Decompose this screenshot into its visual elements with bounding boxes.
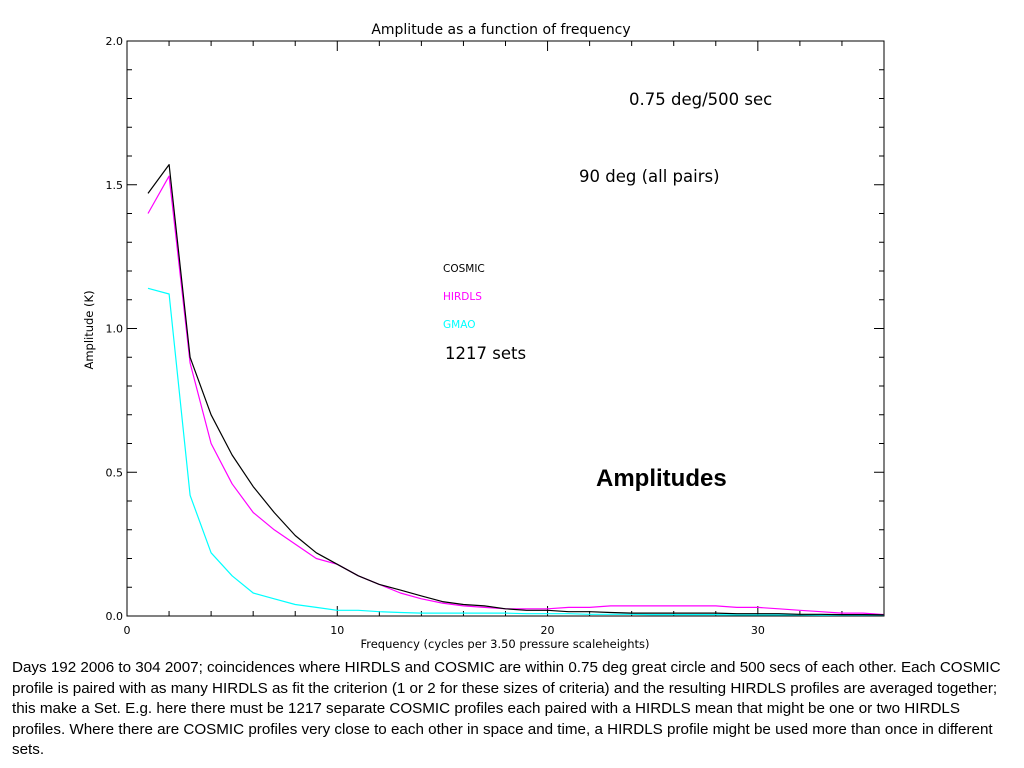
y-axis-label: Amplitude (K) xyxy=(82,290,96,369)
x-axis-label: Frequency (cycles per 3.50 pressure scal… xyxy=(360,637,649,651)
plot-frame xyxy=(126,40,885,617)
x-tick-label: 20 xyxy=(541,624,555,637)
legend-entry-hirdls: HIRDLS xyxy=(443,291,482,303)
series-line-cosmic xyxy=(147,164,885,616)
series-line-hirdls xyxy=(147,175,885,616)
chart-title: Amplitude as a function of frequency xyxy=(371,22,630,38)
y-tick-label: 2.0 xyxy=(106,35,124,48)
x-tick-label: 0 xyxy=(124,624,131,637)
figure-caption: Days 192 2006 to 304 2007; coincidences … xyxy=(12,659,1001,759)
y-tick-label: 1.0 xyxy=(106,323,124,336)
legend-entry-gmao: GMAO xyxy=(443,319,475,331)
x-tick-label: 30 xyxy=(751,624,765,637)
annotation-sets: 1217 sets xyxy=(445,344,526,363)
series-line-gmao xyxy=(147,287,884,616)
y-tick-label: 1.5 xyxy=(106,179,124,192)
legend-entry-cosmic: COSMIC xyxy=(443,263,485,275)
axis-tick-labels: 0 10 20 30 0.0 0.5 1.0 1.5 2.0 xyxy=(106,35,765,637)
legend: COSMIC HIRDLS GMAO xyxy=(443,263,485,331)
y-tick-label: 0.0 xyxy=(106,610,124,623)
axis-ticks xyxy=(126,40,885,617)
annotation-amplitudes: Amplitudes xyxy=(596,465,727,492)
amplitude-frequency-chart: Amplitude as a function of frequency 0 10… xyxy=(82,22,885,651)
annotation-all-pairs: 90 deg (all pairs) xyxy=(579,167,720,186)
x-tick-label: 10 xyxy=(330,624,344,637)
series-lines xyxy=(147,164,885,616)
y-tick-label: 0.5 xyxy=(106,466,124,479)
annotation-criteria: 0.75 deg/500 sec xyxy=(629,90,772,109)
